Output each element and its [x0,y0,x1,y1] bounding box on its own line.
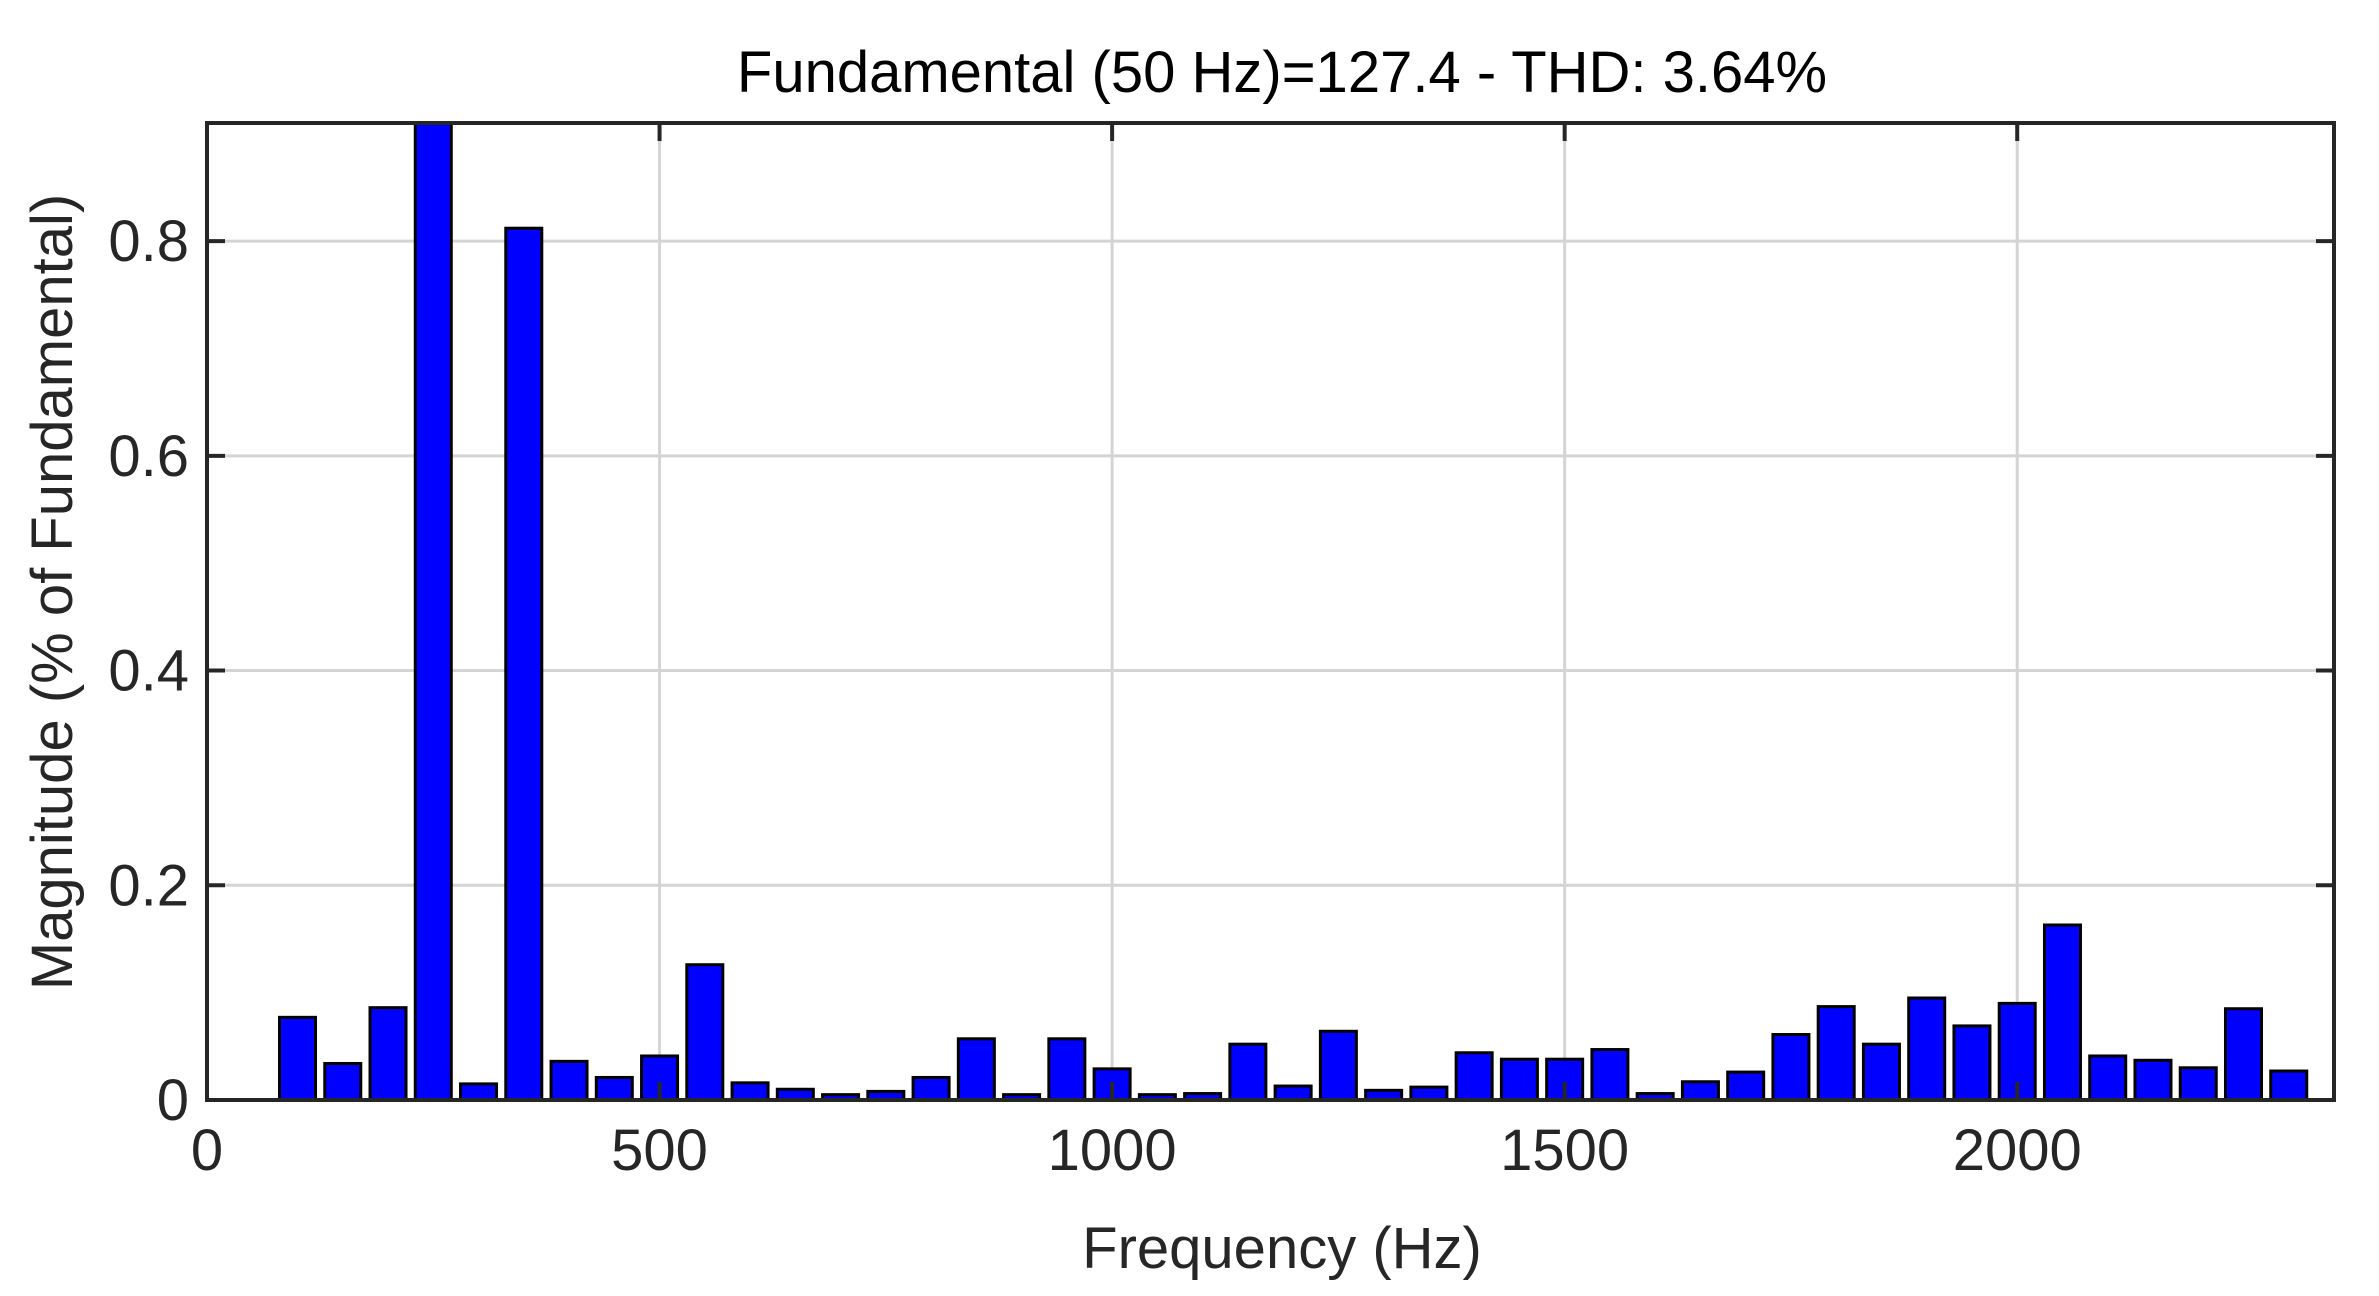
y-tick-labels: 0 0.2 0.4 0.6 0.8 [108,209,189,1133]
bar-harmonic-2200hz [2178,1066,2218,1102]
bar-harmonic-1550hz [1590,1048,1630,1102]
bar-harmonic-2300hz [2269,1069,2309,1102]
bar-harmonic-2100hz [2088,1054,2128,1102]
x-tick-label: 2000 [1953,1118,2082,1183]
bar-harmonic-100hz [278,1015,318,1102]
y-tick-label: 0.2 [108,853,189,918]
bar-harmonic-300hz [459,1082,499,1102]
y-tick-label: 0.6 [108,424,189,489]
bar-harmonic-1450hz [1499,1057,1539,1102]
x-tick-label: 500 [611,1118,708,1183]
bar-harmonic-200hz [368,1006,408,1102]
bar-harmonic-1150hz [1228,1042,1268,1102]
y-axis-label: Magnitude (% of Fundamental) [20,194,85,990]
x-axis-label: Frequency (Hz) [1082,1216,1482,1281]
bar-harmonic-1750hz [1771,1033,1811,1102]
bar-harmonic-2150hz [2133,1058,2173,1102]
bar-harmonic-400hz [549,1059,589,1102]
chart-title: Fundamental (50 Hz)=127.4 - THD: 3.64% [737,40,1827,105]
axis-ticks [205,123,2334,1102]
bar-harmonic-2050hz [2042,923,2082,1102]
bar-harmonic-150hz [323,1061,363,1102]
bar-harmonic-800hz [911,1075,951,1102]
x-tick-label: 0 [191,1118,223,1183]
bar-harmonic-2250hz [2223,1007,2263,1102]
plot-area-frame [205,121,2336,1102]
y-tick-label: 0.4 [108,639,189,704]
bar-harmonic-450hz [594,1075,634,1102]
bar-harmonic-250hz [413,121,453,1102]
x-tick-labels: 0 500 1000 1500 2000 [191,1118,2082,1183]
bar-harmonic-1800hz [1816,1005,1856,1102]
bar-harmonic-600hz [730,1081,770,1102]
x-tick-label: 1000 [1048,1118,1177,1183]
x-tick-label: 1500 [1500,1118,1629,1183]
bar-harmonic-550hz [685,963,725,1102]
bar-harmonic-1950hz [1952,1024,1992,1102]
bar-harmonic-850hz [956,1037,996,1102]
bar-harmonic-1900hz [1907,996,1947,1102]
bar-harmonic-950hz [1047,1037,1087,1102]
grid-lines [207,123,2334,1100]
bar-harmonic-1200hz [1273,1084,1313,1102]
bar-series [278,121,2309,1102]
bar-harmonic-1400hz [1454,1051,1494,1102]
bar-harmonic-1650hz [1680,1080,1720,1102]
bar-harmonic-1850hz [1861,1042,1901,1102]
y-tick-label: 0 [157,1068,189,1133]
bar-harmonic-1700hz [1726,1070,1766,1102]
bar-harmonic-350hz [504,226,544,1102]
y-tick-label: 0.8 [108,209,189,274]
bar-harmonic-1250hz [1318,1029,1358,1102]
